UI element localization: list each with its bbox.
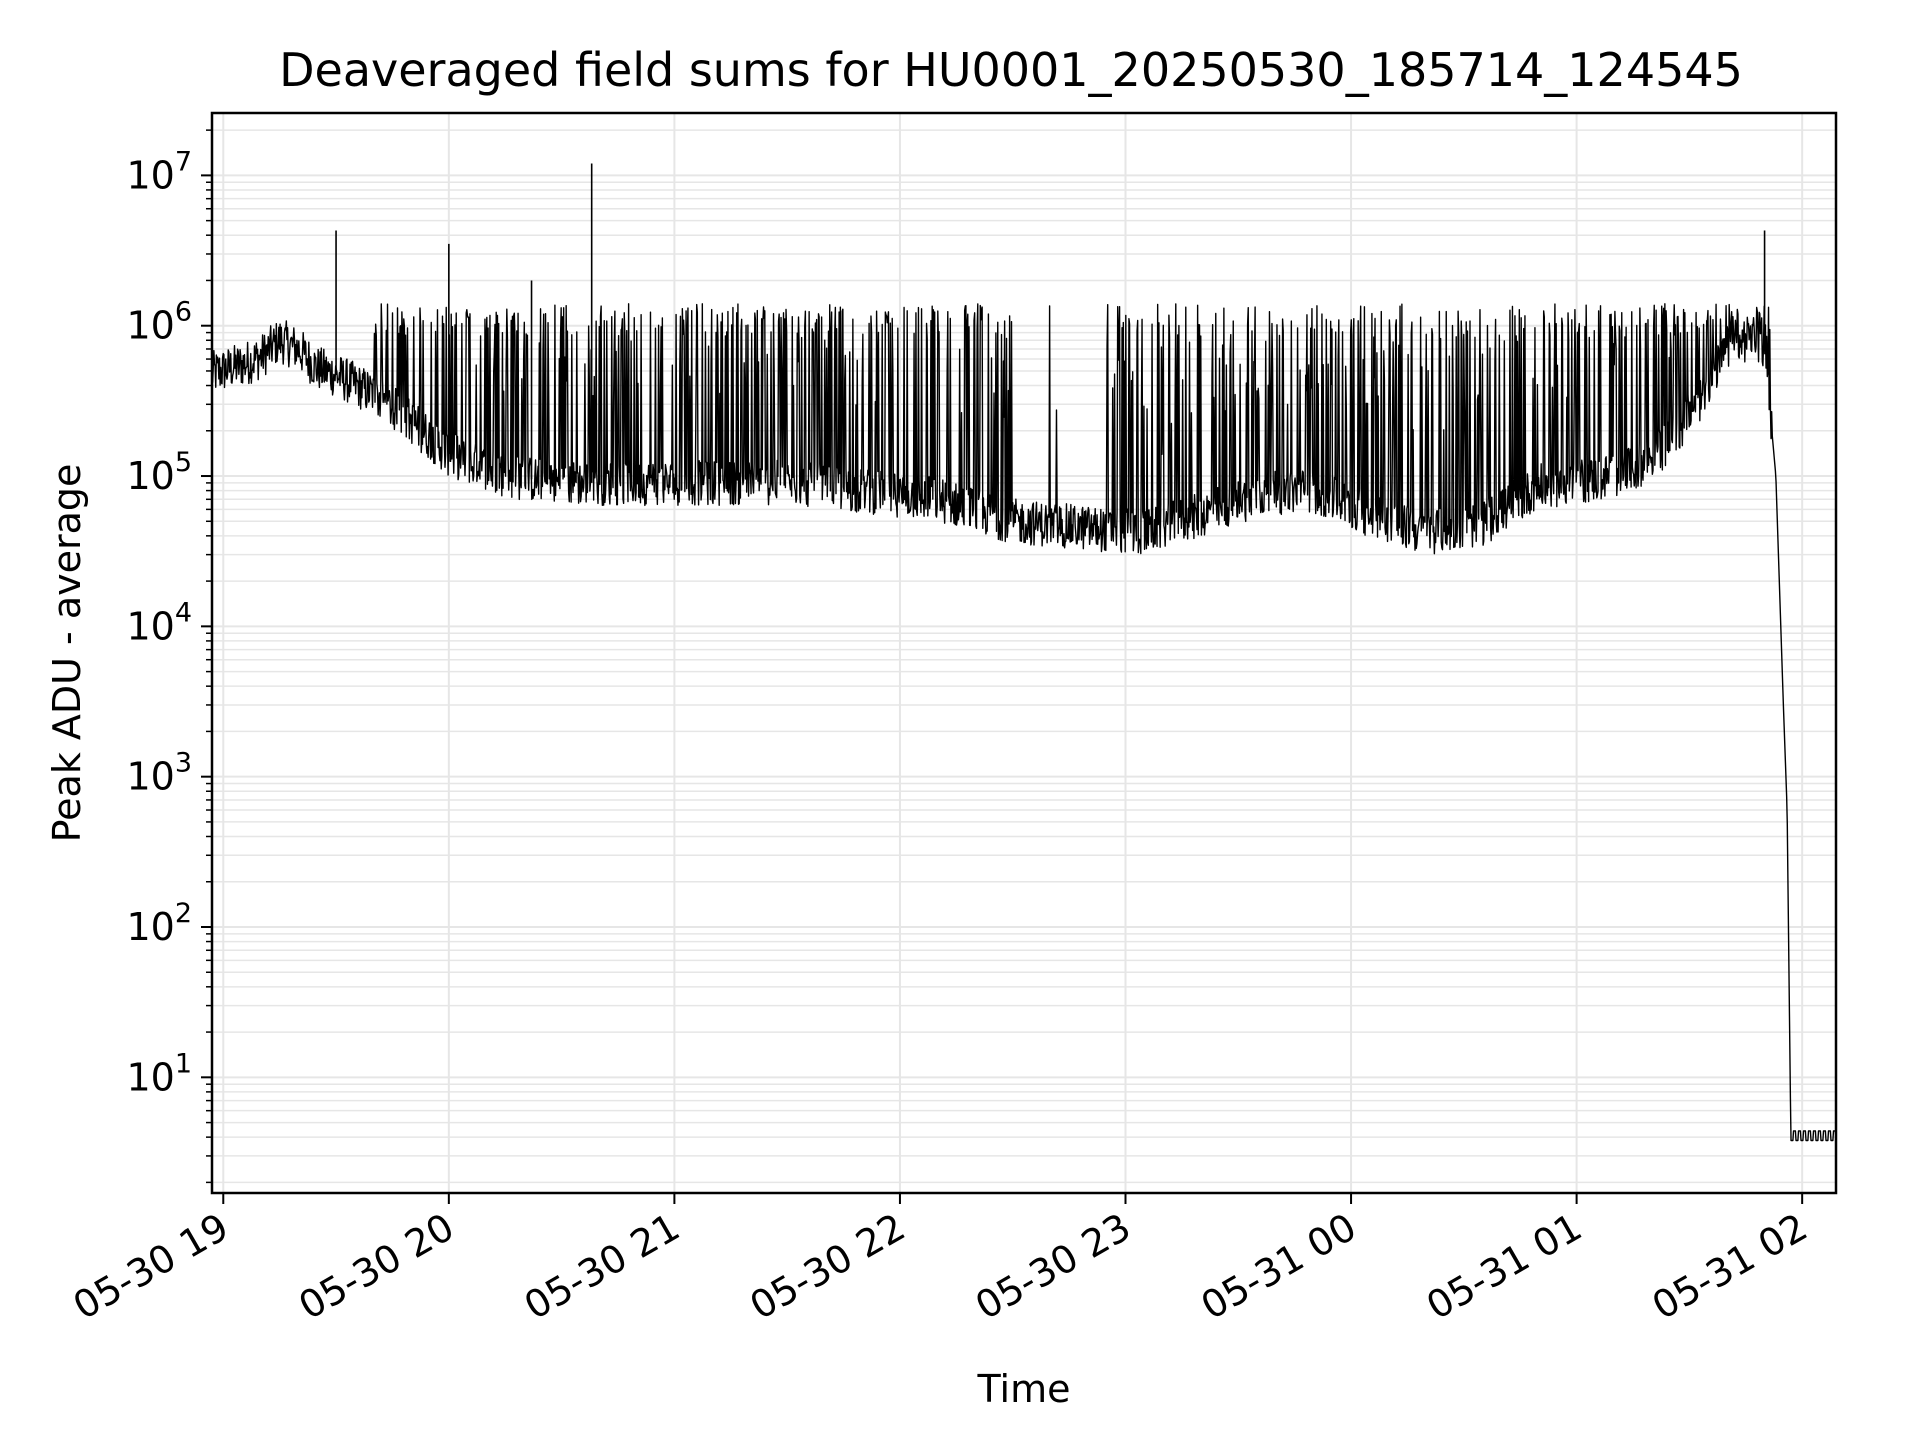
x-tick-label: 05-31 02 (1645, 1205, 1815, 1329)
x-tick-label: 05-30 22 (742, 1205, 912, 1329)
x-tick-label: 05-30 20 (291, 1205, 461, 1329)
x-axis: 05-30 19 05-30 20 05-30 21 05-30 22 05-30 23… (66, 1193, 1815, 1328)
y-tick-label: 102 (126, 898, 192, 949)
x-tick-label: 05-31 01 (1419, 1205, 1589, 1329)
x-axis-label: Time (977, 1367, 1071, 1411)
y-axis: 101 102 103 104 105 106 107 (126, 129, 212, 1184)
x-tick-label: 05-30 19 (66, 1205, 236, 1329)
x-tick-label: 05-30 21 (517, 1205, 687, 1329)
x-tick-label: 05-31 00 (1194, 1205, 1364, 1329)
plot-frame (210, 111, 1838, 1195)
series-path (211, 303, 1837, 1142)
y-tick-label: 103 (126, 748, 192, 799)
y-tick-label: 106 (126, 297, 192, 348)
series-line (211, 163, 1837, 1142)
grid (212, 113, 1836, 1193)
y-tick-label: 104 (126, 597, 192, 648)
y-tick-label: 105 (126, 447, 192, 498)
y-tick-label: 101 (126, 1048, 192, 1099)
y-axis-label: Peak ADU - average (45, 464, 89, 843)
chart-title: Deaveraged field sums for HU0001_2025053… (279, 43, 1743, 97)
y-tick-label: 107 (126, 146, 192, 197)
x-tick-label: 05-30 23 (968, 1205, 1138, 1329)
